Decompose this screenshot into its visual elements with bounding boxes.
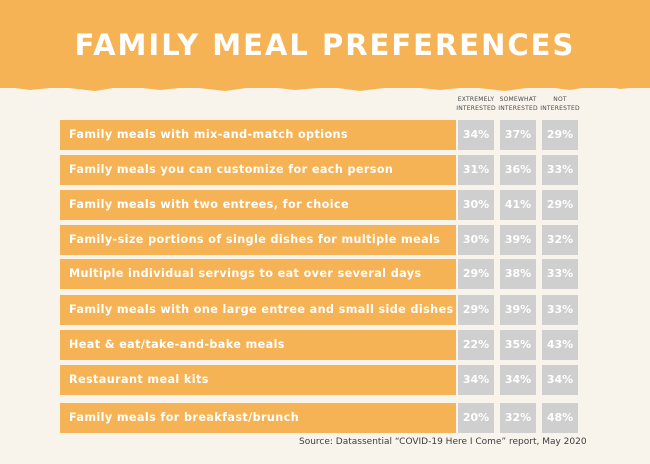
- value-cell: 33%: [542, 155, 578, 185]
- value-cell: 39%: [500, 295, 536, 325]
- chart-title: FAMILY MEAL PREFERENCES: [74, 28, 576, 62]
- row-label: Family meals you can customize for each …: [69, 163, 394, 176]
- value-cell: 39%: [500, 225, 536, 255]
- table-row: Family meals you can customize for each …: [60, 155, 580, 185]
- value-cell: 20%: [458, 403, 494, 433]
- table-row: Heat & eat/take-and-bake meals 22% 35% 43%: [60, 330, 580, 360]
- table-row: Family-size portions of single dishes fo…: [60, 225, 580, 255]
- table-row: Multiple individual servings to eat over…: [60, 259, 580, 289]
- row-label-bar: Family meals with mix-and-match options: [60, 120, 456, 150]
- value-cell: 29%: [458, 259, 494, 289]
- value-cell: 31%: [458, 155, 494, 185]
- column-header: SOMEWHAT INTERESTED: [496, 95, 540, 113]
- value-cell: 48%: [542, 403, 578, 433]
- row-label-bar: Family meals for breakfast/brunch: [60, 403, 456, 433]
- row-label: Multiple individual servings to eat over…: [69, 267, 422, 280]
- banner-torn-edge: [0, 80, 650, 91]
- row-label: Heat & eat/take-and-bake meals: [69, 338, 285, 351]
- row-label-bar: Family-size portions of single dishes fo…: [60, 225, 456, 255]
- value-cell: 33%: [542, 295, 578, 325]
- value-cell: 32%: [542, 225, 578, 255]
- row-label: Family meals with one large entree and s…: [69, 303, 454, 316]
- value-cell: 34%: [542, 365, 578, 395]
- column-header: EXTREMELY INTERESTED: [454, 95, 498, 113]
- column-header-line: SOMEWHAT: [499, 96, 537, 103]
- value-cell: 35%: [500, 330, 536, 360]
- row-label-bar: Family meals with two entrees, for choic…: [60, 190, 456, 220]
- table-row: Family meals with one large entree and s…: [60, 295, 580, 325]
- column-header-line: INTERESTED: [456, 105, 496, 112]
- row-label-bar: Family meals with one large entree and s…: [60, 295, 456, 325]
- value-cell: 33%: [542, 259, 578, 289]
- row-label-bar: Multiple individual servings to eat over…: [60, 259, 456, 289]
- value-cell: 30%: [458, 190, 494, 220]
- row-label: Family meals with mix-and-match options: [69, 128, 348, 141]
- value-cell: 34%: [500, 365, 536, 395]
- table-row: Family meals with mix-and-match options 3…: [60, 120, 580, 150]
- value-cell: 22%: [458, 330, 494, 360]
- column-header-line: INTERESTED: [498, 105, 538, 112]
- value-cell: 34%: [458, 365, 494, 395]
- row-label: Family meals with two entrees, for choic…: [69, 198, 349, 211]
- value-cell: 30%: [458, 225, 494, 255]
- row-label: Family meals for breakfast/brunch: [69, 411, 300, 424]
- title-banner: FAMILY MEAL PREFERENCES: [0, 0, 650, 91]
- value-cell: 43%: [542, 330, 578, 360]
- value-cell: 36%: [500, 155, 536, 185]
- column-header-line: EXTREMELY: [457, 96, 495, 103]
- table-row: Family meals with two entrees, for choic…: [60, 190, 580, 220]
- value-cell: 29%: [542, 120, 578, 150]
- value-cell: 32%: [500, 403, 536, 433]
- value-cell: 38%: [500, 259, 536, 289]
- value-cell: 29%: [542, 190, 578, 220]
- value-cell: 41%: [500, 190, 536, 220]
- column-header-line: INTERESTED: [540, 105, 580, 112]
- row-label-bar: Family meals you can customize for each …: [60, 155, 456, 185]
- row-label-bar: Heat & eat/take-and-bake meals: [60, 330, 456, 360]
- row-label: Restaurant meal kits: [69, 373, 209, 386]
- table-row: Family meals for breakfast/brunch 20% 32% 4…: [60, 403, 580, 433]
- column-header: NOT INTERESTED: [538, 95, 582, 113]
- table-row: Restaurant meal kits 34% 34% 34%: [60, 365, 580, 395]
- row-label: Family-size portions of single dishes fo…: [69, 233, 441, 246]
- value-cell: 37%: [500, 120, 536, 150]
- row-label-bar: Restaurant meal kits: [60, 365, 456, 395]
- value-cell: 34%: [458, 120, 494, 150]
- value-cell: 29%: [458, 295, 494, 325]
- column-header-line: NOT: [553, 96, 567, 103]
- source-note: Source: Datassential “COVID-19 Here I Co…: [299, 437, 587, 447]
